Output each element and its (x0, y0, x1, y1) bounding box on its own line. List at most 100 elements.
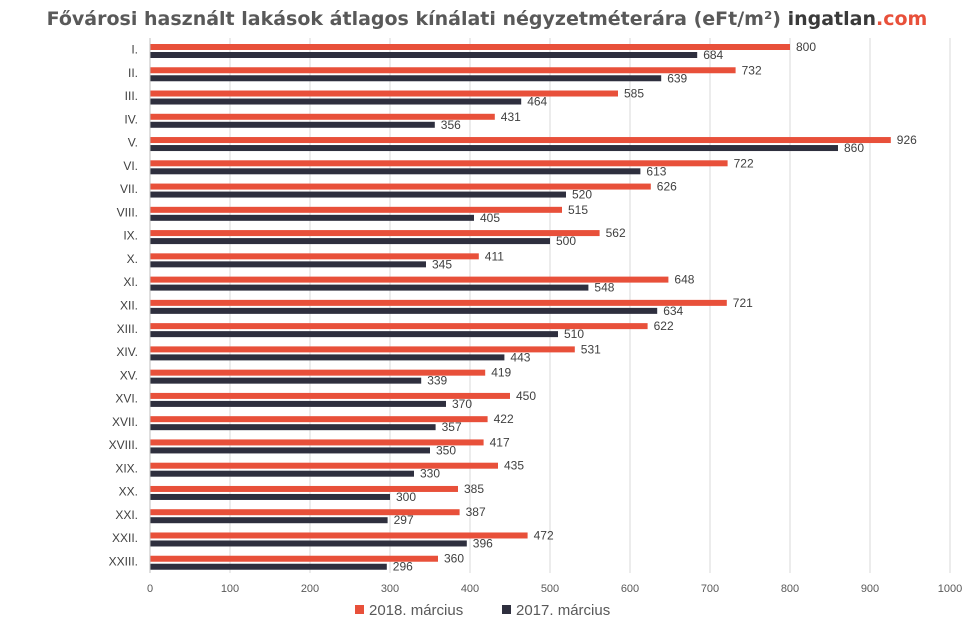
bar (150, 261, 426, 268)
bar (150, 67, 736, 74)
bar (150, 75, 662, 82)
bar (150, 160, 728, 167)
data-label: 411 (485, 249, 504, 263)
data-label: 417 (490, 435, 510, 449)
x-tick-label: 1000 (938, 583, 962, 595)
bar (150, 369, 486, 376)
x-tick-label: 900 (861, 583, 879, 595)
data-label: 684 (703, 48, 723, 62)
bar (150, 532, 528, 539)
data-label: 472 (534, 528, 554, 542)
data-label: 405 (480, 211, 500, 225)
bar (150, 299, 727, 306)
data-label: 345 (432, 257, 452, 271)
data-label: 464 (527, 95, 547, 109)
bar (150, 493, 390, 500)
bar (150, 168, 641, 175)
category-label: XI. (123, 275, 138, 289)
bar (150, 183, 651, 190)
bar (150, 98, 522, 105)
bar (150, 238, 550, 245)
category-label: XIV. (116, 345, 138, 359)
data-label: 385 (464, 482, 484, 496)
data-label: 422 (494, 412, 514, 426)
bar (150, 284, 589, 291)
data-label: 435 (504, 459, 524, 473)
bar (150, 400, 446, 407)
bar (150, 113, 495, 120)
data-label: 450 (516, 389, 536, 403)
category-label: VIII. (117, 205, 138, 219)
legend-label: 2017. március (516, 602, 610, 619)
bar (150, 214, 474, 221)
bar (150, 253, 479, 260)
bar (150, 331, 558, 338)
bar (150, 44, 790, 50)
bar (150, 470, 414, 477)
category-label: XII. (120, 299, 138, 313)
x-tick-label: 700 (701, 583, 719, 595)
category-label: XXII. (112, 531, 138, 545)
data-label: 626 (657, 180, 677, 194)
bar (150, 276, 669, 283)
bar (150, 121, 435, 128)
bar (150, 137, 891, 144)
data-label: 339 (427, 374, 447, 388)
chart-title: Fővárosi használt lakások átlagos kínála… (0, 8, 974, 30)
bar (150, 52, 698, 58)
x-tick-label: 100 (221, 583, 239, 595)
data-label: 860 (844, 141, 864, 155)
data-label: 520 (572, 188, 592, 202)
x-tick-label: 500 (541, 583, 559, 595)
category-label: XX. (119, 485, 138, 499)
category-label: XXIII. (109, 554, 138, 568)
category-label: IV. (124, 112, 138, 126)
data-label: 387 (466, 505, 486, 519)
category-label: XXI. (115, 508, 138, 522)
category-label: XIX. (115, 461, 138, 475)
category-label: III. (125, 89, 138, 103)
data-label: 622 (654, 319, 674, 333)
x-tick-label: 400 (461, 583, 479, 595)
legend-swatch (502, 605, 511, 614)
category-label: I. (131, 43, 138, 57)
x-tick-label: 600 (621, 583, 639, 595)
data-label: 357 (442, 420, 462, 434)
bar (150, 191, 566, 198)
data-label: 296 (393, 560, 413, 574)
data-label: 585 (624, 87, 644, 101)
category-label: XVIII. (109, 438, 138, 452)
bar (150, 555, 438, 562)
category-label: XV. (120, 368, 138, 382)
data-label: 721 (733, 296, 753, 310)
brand-logo: ingatlan.com (788, 8, 928, 30)
data-label: 562 (606, 226, 626, 240)
bar (150, 563, 387, 570)
legend-label: 2018. március (369, 602, 463, 619)
data-label: 297 (394, 513, 414, 527)
category-label: X. (127, 252, 138, 266)
bar (150, 206, 562, 213)
category-label: II. (128, 66, 138, 80)
bar (150, 485, 458, 492)
category-label: XVI. (115, 392, 138, 406)
data-label: 515 (568, 203, 588, 217)
data-label: 419 (491, 366, 511, 380)
bar (150, 323, 648, 330)
bar (150, 509, 460, 516)
bar (150, 145, 838, 152)
x-tick-label: 200 (301, 583, 319, 595)
data-label: 548 (594, 281, 614, 295)
bar (150, 354, 505, 361)
title-text: Fővárosi használt lakások átlagos kínála… (46, 8, 781, 30)
x-tick-label: 800 (781, 583, 799, 595)
data-label: 732 (742, 63, 762, 77)
data-label: 800 (796, 40, 816, 54)
data-label: 330 (420, 467, 440, 481)
brand-tld: .com (876, 8, 928, 30)
data-label: 500 (556, 234, 576, 248)
bar (150, 307, 658, 314)
data-label: 639 (667, 71, 687, 85)
bar (150, 346, 575, 353)
x-tick-label: 300 (381, 583, 399, 595)
